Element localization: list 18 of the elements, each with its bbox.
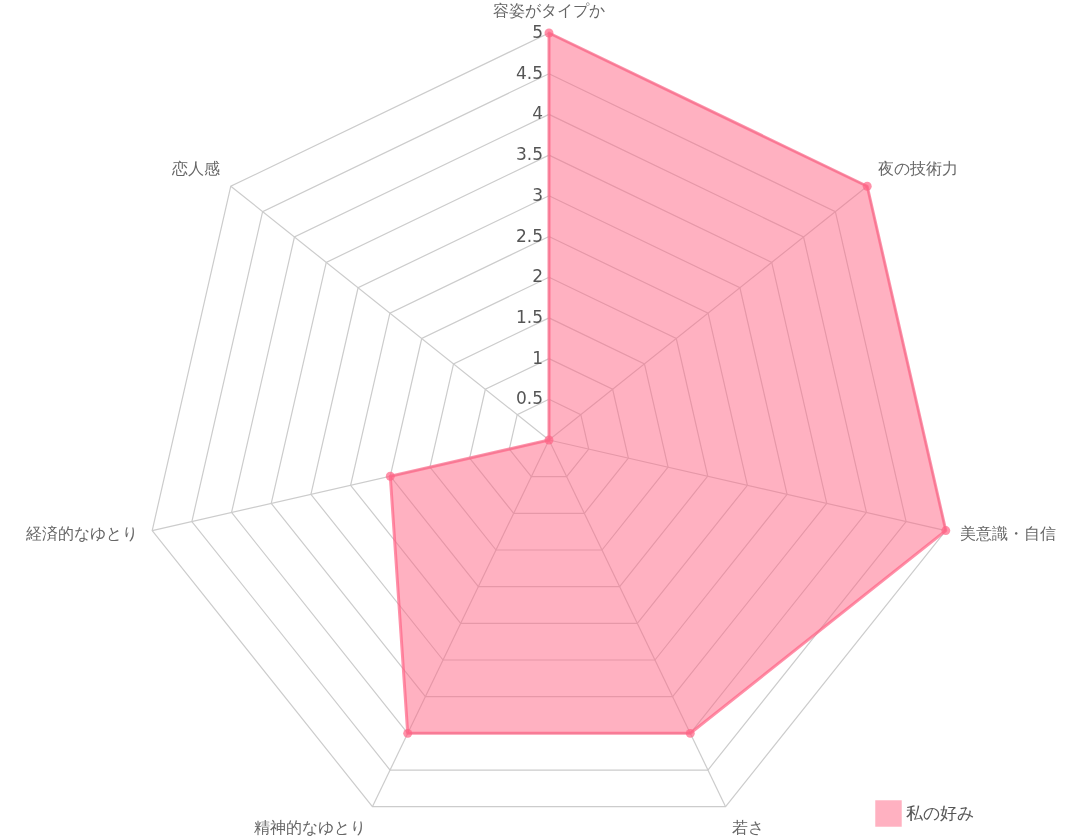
spoke-label: 容姿がタイプか [493, 0, 605, 20]
y-tick-label: 4.5 [515, 62, 543, 83]
y-tick-label: 3 [532, 184, 543, 205]
spoke-label: 経済的なゆとり [25, 523, 139, 543]
y-tick-label: 2 [532, 266, 543, 287]
y-tick-label: 5 [532, 22, 543, 42]
y-tick-label: 0.5 [515, 388, 543, 409]
y-tick-label: 1.5 [515, 306, 543, 327]
y-tick-label: 1 [532, 347, 543, 368]
spoke-label: 精神的なゆとり [254, 817, 367, 837]
spoke-label: 恋人感 [170, 159, 220, 179]
spoke-label: 夜の技術力 [878, 159, 959, 179]
spoke-label: 美意識・自信 [959, 523, 1056, 543]
y-tick-label: 2.5 [515, 225, 543, 246]
y-tick-label: 3.5 [515, 144, 543, 165]
spoke-label: 若さ [731, 817, 764, 837]
legend-label: 私の好み [906, 802, 974, 823]
y-tick-label: 4 [532, 103, 543, 124]
